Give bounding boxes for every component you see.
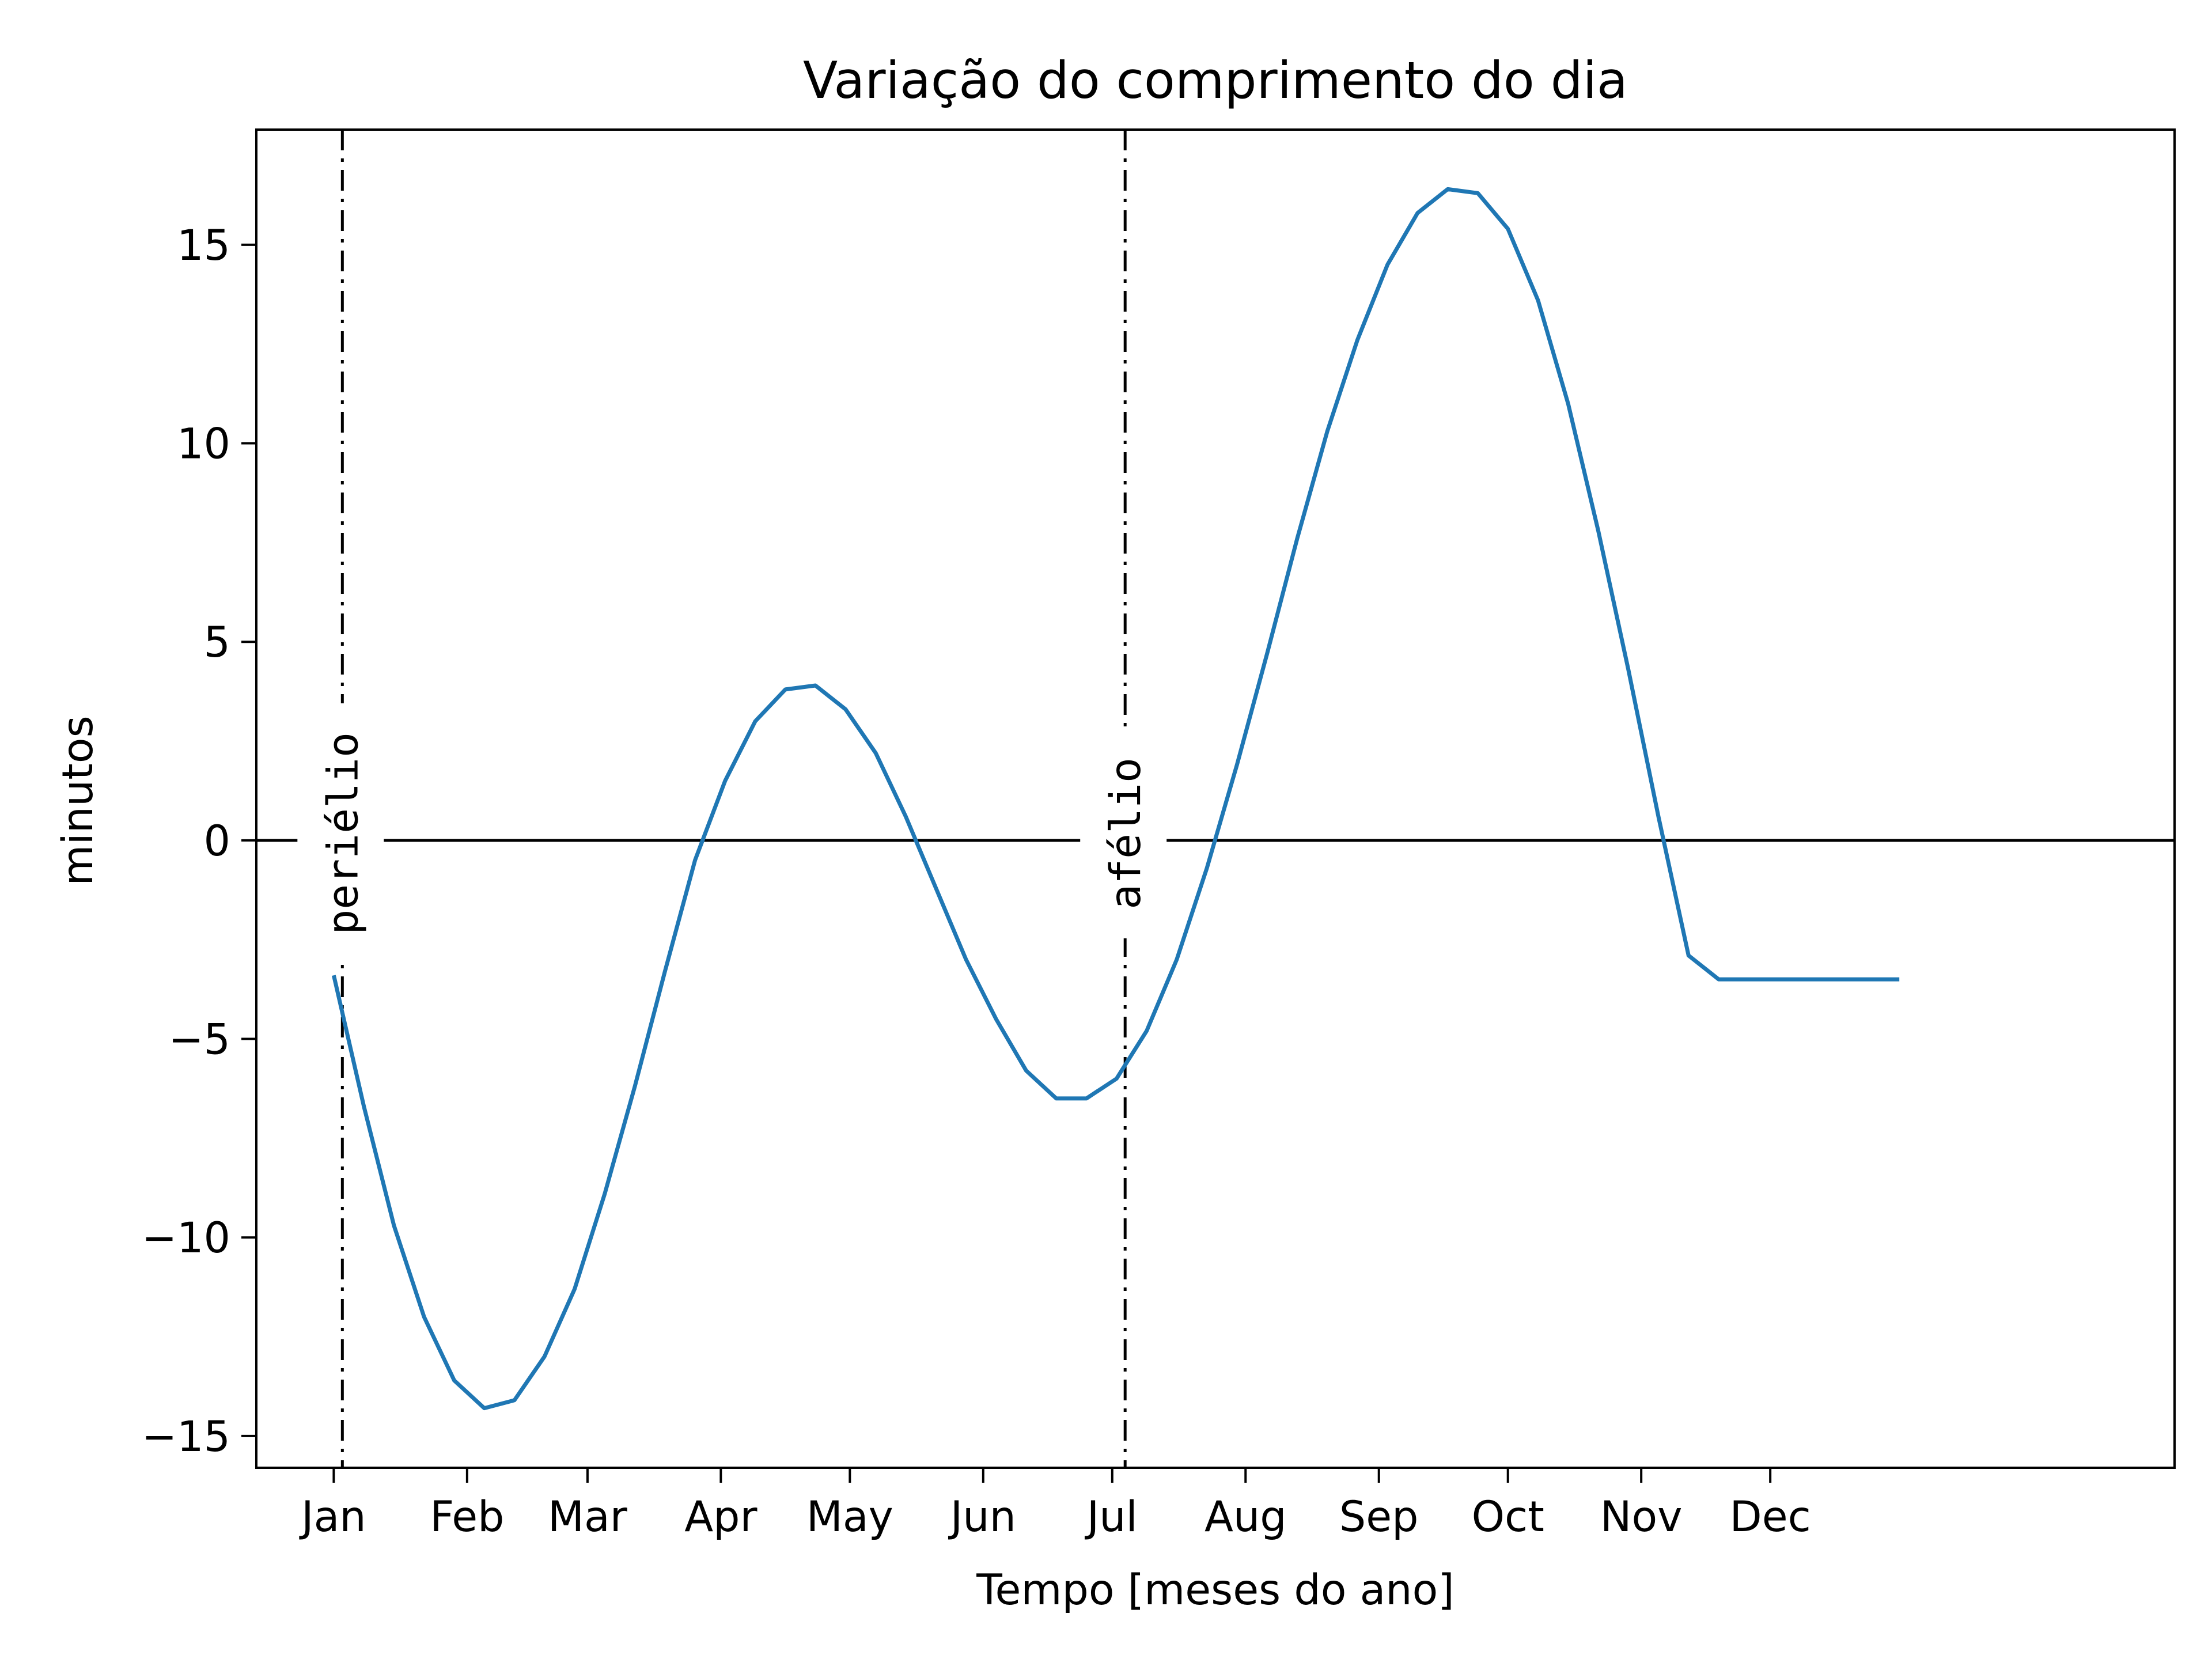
y-tick-label: 15 xyxy=(177,221,230,270)
y-axis-label: minutos xyxy=(54,715,103,885)
y-tick-label: 10 xyxy=(177,420,230,469)
x-tick-label: Aug xyxy=(1205,1493,1287,1541)
x-tick-label: Dec xyxy=(1730,1493,1811,1541)
x-axis-label: Tempo [meses do ano] xyxy=(976,1566,1454,1615)
y-tick-label: −15 xyxy=(142,1412,230,1461)
x-tick-label: Nov xyxy=(1600,1493,1682,1541)
x-tick-label: Feb xyxy=(430,1493,504,1541)
x-tick-label: Mar xyxy=(548,1493,628,1541)
y-tick-label: 0 xyxy=(204,817,230,866)
y-tick-label: −10 xyxy=(142,1214,230,1263)
axes-frame xyxy=(255,128,2176,1469)
tick-layer: Jan Feb Mar Apr May Jun Jul Aug Sep Oct Nov Dec −15 −… xyxy=(142,221,1811,1541)
x-tick-label: Apr xyxy=(684,1493,757,1541)
x-tick-label: Jan xyxy=(299,1493,366,1541)
x-tick-label: Jul xyxy=(1085,1493,1138,1541)
annotation-box xyxy=(297,703,384,964)
x-tick-label: Jun xyxy=(948,1493,1016,1541)
annotation-afélio: afélio xyxy=(1101,757,1150,910)
series-line-0 xyxy=(331,187,1900,1411)
x-tick-label: Oct xyxy=(1472,1493,1544,1541)
chart-title: Variação do comprimento do dia xyxy=(803,51,1628,110)
x-tick-label: Sep xyxy=(1339,1493,1419,1541)
plot-area: periélio afélio xyxy=(256,130,2175,1468)
annotation-periélio: periélio xyxy=(319,732,368,935)
y-tick-label: 5 xyxy=(204,618,230,667)
annotation-box xyxy=(1080,728,1167,938)
plot-layer: periélio afélio xyxy=(256,130,2175,1468)
x-tick-label: May xyxy=(806,1493,893,1541)
y-tick-label: −5 xyxy=(168,1016,230,1065)
